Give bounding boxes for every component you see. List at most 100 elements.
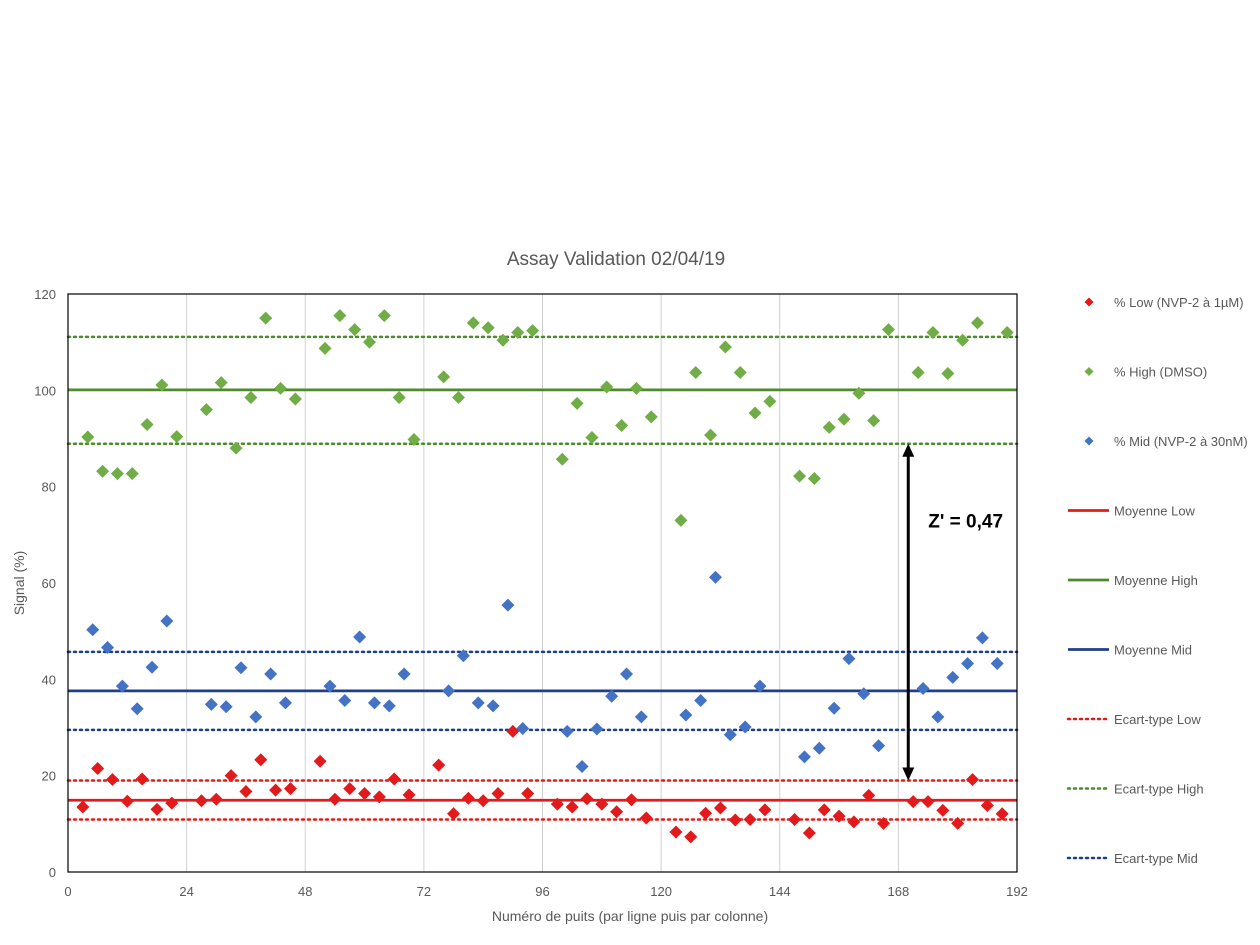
data-point [353,630,367,644]
data-point [970,316,984,330]
data-point [101,641,115,655]
y-tick-label: 40 [42,672,56,687]
data-point [115,679,129,693]
legend: % Low (NVP-2 à 1µM) % High (DMSO) % Mid (N… [1066,295,1248,866]
data-point [209,792,223,806]
legend-marker [1084,367,1094,376]
data-point [377,309,391,323]
data-point [496,333,510,347]
data-point [555,452,569,466]
data-point [204,697,218,711]
data-point [961,656,975,670]
legend-label: % Low (NVP-2 à 1µM) [1114,295,1244,310]
data-point [367,696,381,710]
data-point [382,699,396,713]
x-tick-label: 168 [888,884,910,899]
x-tick-label: 48 [298,884,312,899]
data-point [333,309,347,323]
data-point [229,441,243,455]
data-point [219,700,233,714]
data-point [842,652,856,666]
legend-marker [1084,297,1094,307]
data-point [758,803,772,817]
data-point [224,769,238,783]
x-axis-label: Numéro de puits (par ligne puis par colo… [492,908,768,924]
data-point [689,366,703,380]
data-point [605,689,619,703]
arrowhead-down [902,767,915,781]
data-point [150,802,164,816]
data-point [313,754,327,768]
data-point [96,464,110,478]
data-point [387,772,401,786]
data-point [580,792,594,806]
data-point [283,782,297,796]
data-point [274,381,288,395]
data-point [708,570,722,584]
data-points [76,309,1014,844]
arrowhead-up [902,443,915,457]
data-point [199,403,213,417]
z-prime-label: Z' = 0,47 [928,511,1003,532]
data-point [817,803,831,817]
data-point [76,800,90,814]
data-point [397,667,411,681]
data-point [437,370,451,384]
data-point [363,335,377,349]
data-point [738,720,752,734]
data-point [679,708,693,722]
data-point [160,614,174,628]
data-point [343,782,357,796]
data-point [595,797,609,811]
legend-label: Ecart-type Low [1114,712,1201,727]
data-point [560,724,574,738]
data-point [797,750,811,764]
legend-label: % Mid (NVP-2 à 30nM) [1114,434,1248,449]
data-point [743,812,757,826]
legend-label: % High (DMSO) [1114,365,1207,380]
data-point [916,681,930,695]
data-point [110,467,124,481]
data-point [318,341,332,355]
data-point [847,815,861,829]
data-point [328,792,342,806]
data-point [244,391,258,405]
legend-label: Ecart-type Mid [1114,851,1198,866]
data-point [793,469,807,483]
data-point [442,684,456,698]
data-point [980,799,994,813]
data-point [120,794,134,808]
data-point [461,791,475,805]
data-point [358,786,372,800]
data-point [975,631,989,645]
data-point [140,418,154,432]
data-point [466,316,480,330]
data-point [733,366,747,380]
data-point [585,431,599,445]
data-point [402,788,416,802]
data-point [966,773,980,787]
data-point [862,788,876,802]
data-point [877,816,891,830]
y-tick-label: 0 [49,865,56,880]
data-point [872,739,886,753]
data-point [926,326,940,340]
data-point [639,811,653,825]
data-point [669,825,683,839]
data-point [521,786,535,800]
data-point [956,333,970,347]
data-point [822,420,836,434]
data-point [214,376,228,390]
data-point [348,323,362,337]
y-tick-label: 80 [42,480,56,495]
data-point [832,809,846,823]
data-point [526,324,540,338]
data-point [392,391,406,405]
y-tick-label: 60 [42,576,56,591]
x-tick-label: 24 [179,884,193,899]
data-point [684,830,698,844]
data-point [491,786,505,800]
data-point [135,772,149,786]
data-point [624,793,638,807]
